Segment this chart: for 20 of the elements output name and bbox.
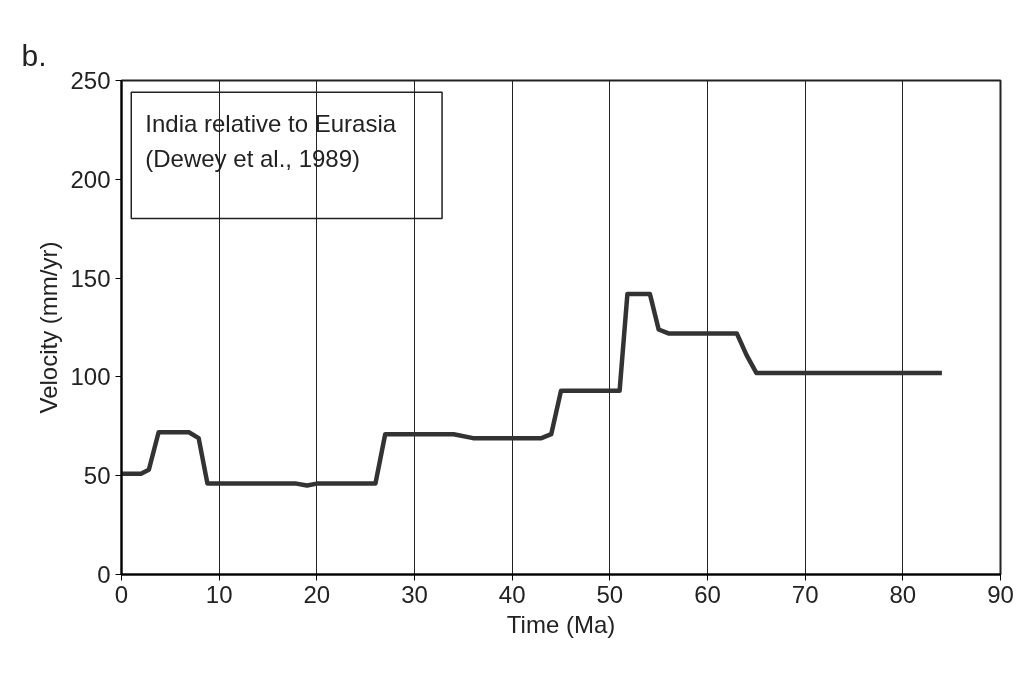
x-tick-label: 30	[401, 580, 428, 608]
x-tick-label: 60	[694, 580, 721, 608]
x-tick-label: 0	[114, 580, 129, 608]
x-tick-label: 50	[596, 580, 624, 608]
x-axis-title: Time (Ma)	[506, 610, 616, 638]
y-tick-label: 250	[70, 67, 111, 94]
x-tick-label: 20	[303, 580, 331, 608]
y-tick-label: 100	[70, 363, 111, 391]
x-tick-label: 70	[791, 580, 819, 608]
line-series	[121, 291, 945, 488]
y-tick-label: 200	[70, 165, 111, 193]
x-tick-label: 10	[205, 580, 233, 608]
y-tick-label: 0	[97, 561, 111, 588]
y-tick-label: 50	[83, 462, 111, 490]
x-tick-label: 40	[498, 580, 526, 608]
x-tick-label: 80	[889, 580, 917, 608]
x-tick-label: 90	[987, 580, 1014, 608]
text: b.	[21, 38, 47, 72]
y-axis-title: Velocity (mm/yr)	[35, 241, 63, 414]
y-tick-label: 150	[70, 264, 111, 292]
